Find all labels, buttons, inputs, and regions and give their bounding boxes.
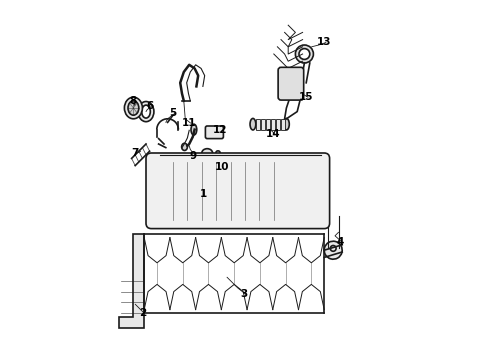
FancyBboxPatch shape	[278, 67, 304, 100]
Ellipse shape	[182, 143, 187, 150]
Bar	[276, 119, 280, 130]
Text: 14: 14	[266, 129, 280, 139]
Bar	[281, 119, 285, 130]
Text: 8: 8	[129, 96, 136, 106]
Text: 5: 5	[170, 108, 176, 118]
Ellipse shape	[202, 149, 213, 157]
Ellipse shape	[191, 124, 197, 135]
Ellipse shape	[284, 118, 289, 130]
Text: 12: 12	[213, 125, 228, 135]
Ellipse shape	[142, 105, 150, 118]
Ellipse shape	[295, 45, 314, 63]
Text: 2: 2	[139, 308, 146, 318]
Bar	[261, 119, 265, 130]
Text: 13: 13	[317, 37, 331, 48]
FancyBboxPatch shape	[205, 126, 223, 139]
Ellipse shape	[299, 49, 310, 59]
Polygon shape	[119, 234, 144, 328]
Text: 4: 4	[336, 237, 343, 247]
Ellipse shape	[124, 97, 143, 119]
Ellipse shape	[128, 101, 139, 115]
Ellipse shape	[176, 164, 195, 182]
Ellipse shape	[138, 102, 154, 122]
Bar	[256, 119, 260, 130]
Bar	[266, 119, 270, 130]
Text: 3: 3	[241, 289, 248, 300]
Text: 10: 10	[214, 162, 229, 172]
FancyBboxPatch shape	[146, 153, 330, 229]
Text: 11: 11	[182, 118, 196, 128]
Text: 6: 6	[146, 101, 153, 111]
Ellipse shape	[324, 241, 342, 259]
Text: 9: 9	[190, 150, 196, 161]
Text: 15: 15	[299, 92, 314, 102]
Text: 7: 7	[131, 148, 139, 158]
Ellipse shape	[250, 118, 256, 130]
Ellipse shape	[258, 164, 275, 182]
Text: 1: 1	[200, 189, 207, 199]
Bar	[271, 119, 275, 130]
